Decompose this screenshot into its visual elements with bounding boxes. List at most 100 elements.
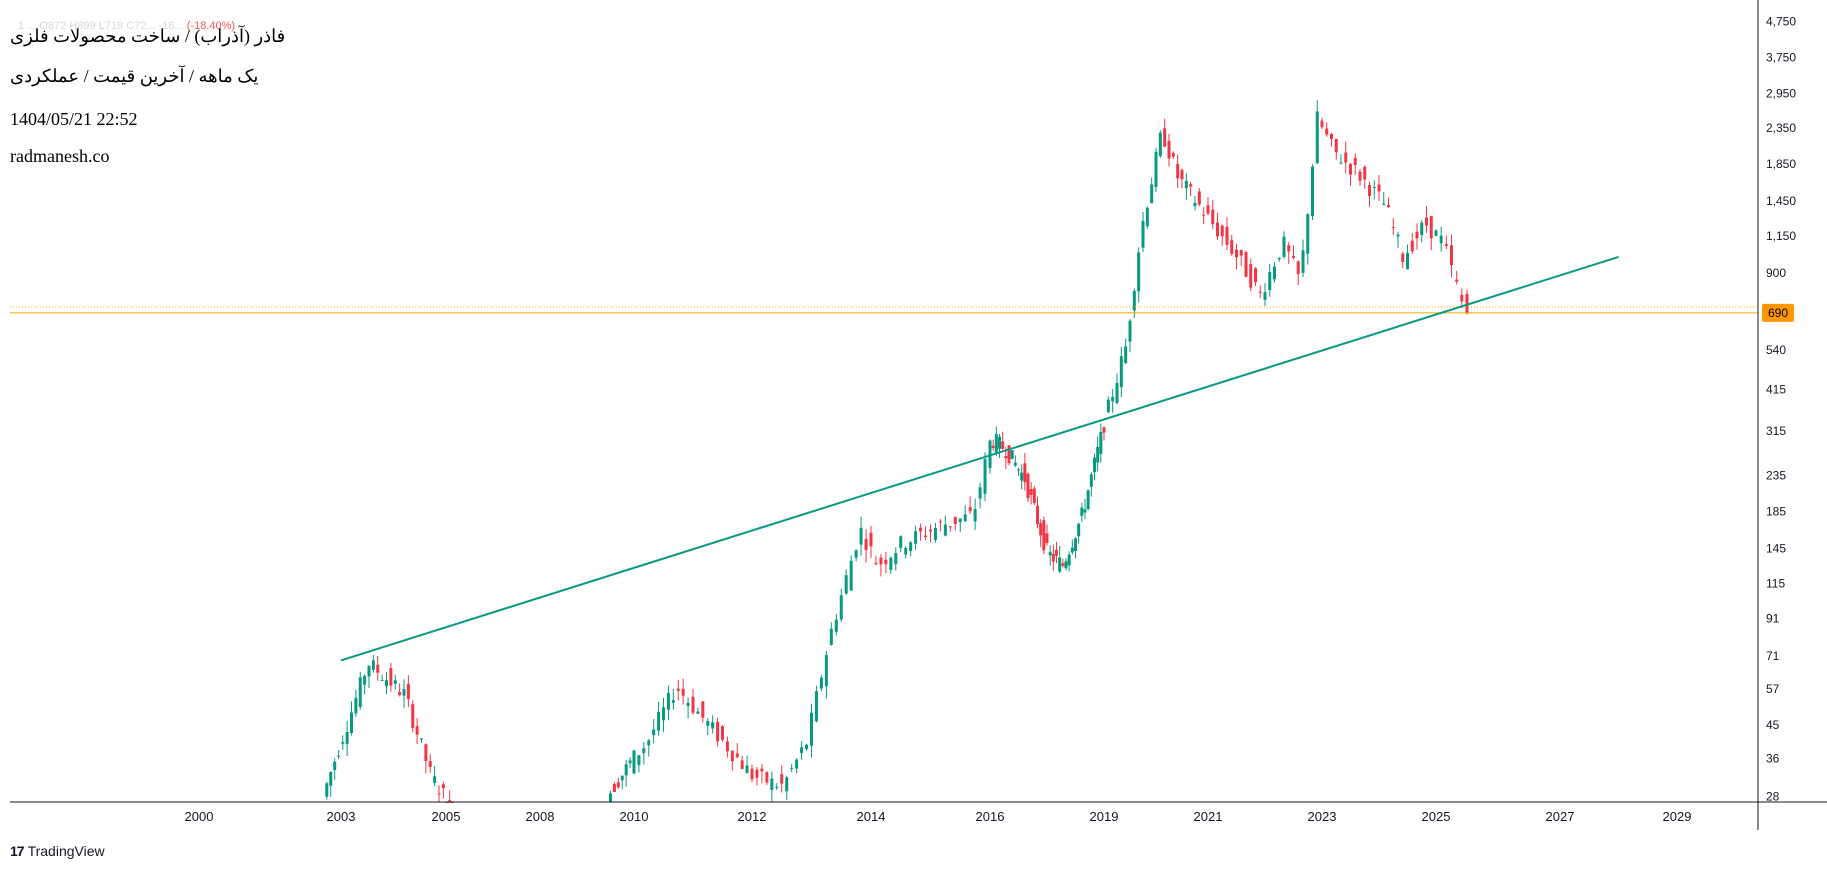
candle-body — [721, 726, 724, 740]
candle-body — [1344, 152, 1348, 163]
candle-body — [1273, 266, 1276, 280]
candle-body — [1244, 252, 1248, 277]
candle-body — [735, 753, 739, 758]
candle-body — [1334, 138, 1338, 153]
candle-body — [1258, 291, 1262, 293]
candle-body — [889, 557, 893, 570]
candle-body — [869, 532, 873, 547]
candle-body — [1102, 427, 1106, 433]
y-tick-label: 57 — [1766, 682, 1780, 696]
x-tick-label: 2008 — [526, 809, 555, 824]
candle-body — [1325, 128, 1329, 135]
candle-body — [884, 559, 888, 565]
candle-body — [1010, 450, 1014, 460]
candle-body — [1089, 474, 1093, 487]
candle-body — [1051, 554, 1055, 562]
y-tick-label: 71 — [1766, 649, 1780, 663]
x-tick-label: 2012 — [738, 809, 767, 824]
candle-body — [775, 786, 779, 789]
candle-body — [333, 761, 337, 771]
trend-line[interactable] — [340, 255, 1619, 662]
candle-body — [1460, 294, 1464, 302]
candle-body — [919, 527, 923, 532]
candle-body — [929, 529, 932, 532]
candle-body — [824, 655, 828, 687]
x-tick-label: 2025 — [1422, 809, 1451, 824]
candle-body — [1396, 234, 1400, 237]
chart-title: فاذر (آذراب) / ساخت محصولات فلزی — [10, 26, 286, 46]
candle-body — [1137, 252, 1141, 292]
candle-body — [810, 712, 813, 746]
candle-body — [652, 729, 656, 736]
x-axis-labels[interactable]: 2000 2003 2005 2008 2010 2012 2014 2016 2019 2021… — [185, 809, 1692, 824]
y-axis-labels[interactable]: 4,750 3,750 2,950 2,350 1,850 1,450 1,150 900 54… — [1766, 15, 1796, 804]
y-tick-label: 1,450 — [1766, 194, 1796, 208]
candle-body — [628, 760, 632, 764]
y-tick-label: 1,150 — [1766, 229, 1796, 243]
candle-body — [1176, 163, 1180, 179]
candle-body — [1296, 261, 1300, 274]
candle-body — [1189, 184, 1193, 187]
candle-body — [973, 509, 977, 522]
candle-body — [1158, 132, 1162, 157]
candle-body — [1029, 488, 1033, 495]
candle-body — [1415, 231, 1419, 239]
candle-body — [894, 553, 898, 565]
candle-body — [1465, 293, 1469, 314]
candle-body — [711, 722, 715, 729]
candle-body — [1070, 547, 1074, 553]
candle-body — [1163, 128, 1167, 147]
chart-subtitle: یک ماهه / آخرین قیمت / عملکردی — [10, 66, 259, 86]
candle-body — [933, 527, 937, 540]
candle-body — [1099, 431, 1103, 454]
candle-body — [1045, 533, 1049, 544]
candle-body — [1013, 462, 1017, 466]
candle-body — [745, 765, 749, 774]
candle-body — [994, 434, 998, 453]
candle-body — [1206, 205, 1210, 214]
tradingview-brand[interactable]: 17 TradingView — [10, 843, 105, 859]
candle-body — [1017, 469, 1020, 471]
candle-body — [350, 712, 353, 734]
candle-body — [1202, 214, 1206, 216]
candle-body — [953, 516, 957, 525]
candle-body — [371, 660, 375, 670]
candle-body — [420, 738, 423, 740]
candle-body — [785, 777, 789, 792]
candle-body — [1023, 463, 1027, 483]
candle-body — [696, 711, 700, 714]
candle-body — [1061, 563, 1065, 566]
candle-body — [612, 784, 616, 793]
candle-body — [1167, 140, 1171, 159]
candle-body — [1001, 441, 1005, 449]
candle-body — [780, 774, 784, 784]
candle-body — [924, 535, 928, 537]
candle-body — [874, 562, 878, 565]
candle-body — [686, 702, 690, 706]
candle-body — [637, 755, 641, 766]
candle-body — [1039, 523, 1043, 536]
candle-body — [1306, 214, 1310, 254]
x-tick-label: 2014 — [857, 809, 886, 824]
candle-body — [358, 677, 362, 707]
last-price-badge: 690 — [1762, 303, 1794, 322]
candle-body — [1171, 153, 1175, 157]
candle-body — [1064, 561, 1068, 569]
candle-body — [1292, 256, 1295, 258]
y-tick-label: 2,950 — [1766, 87, 1796, 101]
candle-body — [341, 742, 345, 744]
candle-body — [1058, 557, 1062, 572]
candle-body — [834, 619, 838, 632]
candle-body — [1450, 245, 1453, 266]
candle-body — [730, 750, 734, 762]
candle-body — [1145, 207, 1149, 227]
candle-body — [1368, 185, 1371, 197]
candle-body — [1382, 203, 1386, 205]
y-tick-label: 900 — [1766, 266, 1786, 280]
candle-body — [1026, 473, 1030, 499]
y-tick-label: 4,750 — [1766, 15, 1796, 29]
candle-body — [1197, 191, 1201, 205]
x-tick-label: 2016 — [976, 809, 1005, 824]
candle-body — [1119, 356, 1123, 388]
